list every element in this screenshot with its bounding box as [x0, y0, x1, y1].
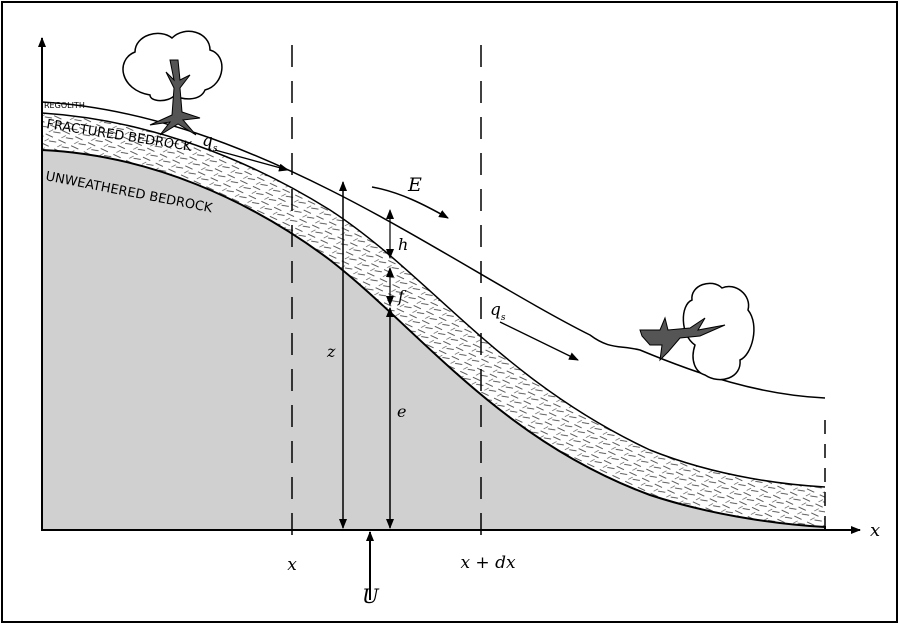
symbol: q [490, 300, 501, 320]
u-label: U [362, 584, 380, 608]
layer-label: REGOLITH [44, 101, 85, 110]
flux-label: qs [490, 300, 506, 323]
symbol: q [202, 131, 213, 151]
subscript: s [213, 144, 218, 154]
z-label: z [326, 342, 336, 361]
erosion-label: E [407, 174, 422, 196]
tree [639, 282, 755, 381]
x-axis-label: x [870, 520, 880, 541]
x-position-label: x + dx [460, 553, 516, 573]
x-position-label: x [287, 555, 297, 575]
e-label: e [397, 402, 406, 421]
flux-label: qs [202, 131, 218, 154]
fractured-band [42, 113, 825, 527]
erosion-arrow [371, 186, 449, 219]
flux-arrow [499, 321, 579, 361]
tree [122, 30, 223, 136]
unweathered-bedrock [41, 148, 826, 531]
ground-surface [41, 101, 826, 399]
f-label: f [397, 287, 407, 306]
subscript: s [501, 313, 506, 323]
h-label: h [398, 235, 408, 254]
fracture-front [41, 112, 826, 488]
flux-arrow [214, 149, 289, 172]
